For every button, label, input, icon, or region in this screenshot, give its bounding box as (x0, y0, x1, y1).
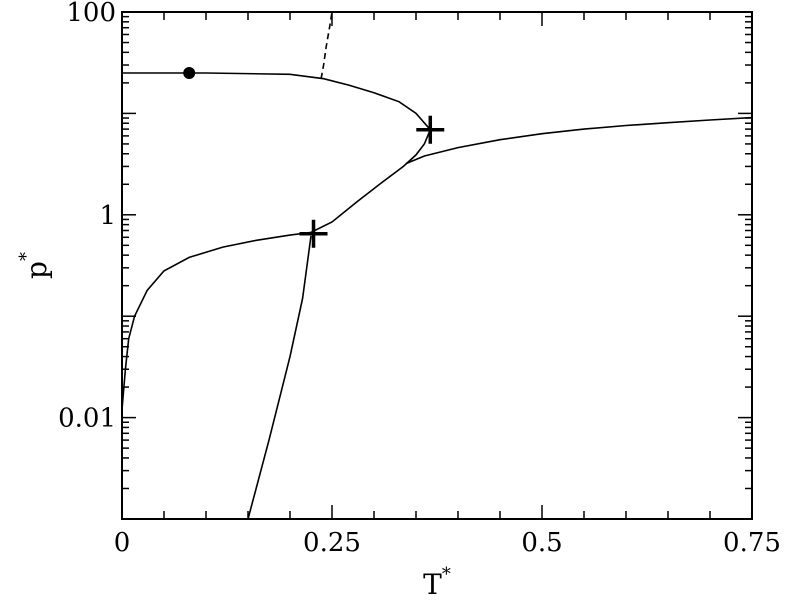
series-line-3 (247, 235, 312, 520)
series-line-5 (320, 11, 333, 79)
marker-layer (183, 67, 445, 248)
y-tick-label: 100 (66, 0, 116, 28)
y-axis-label-sup: * (16, 252, 37, 261)
y-tick-label: 0.01 (58, 404, 116, 434)
y-tick-labels: 0.01 1 100 (58, 0, 116, 434)
critical-point-marker (183, 67, 196, 80)
x-tick-label: 0 (114, 528, 131, 558)
x-tick-label: 0.75 (723, 528, 781, 558)
triple-point-marker-1 (416, 115, 445, 144)
x-axis-label-sup: * (442, 564, 451, 585)
x-tick-label: 0.5 (521, 528, 562, 558)
series-layer (121, 11, 753, 520)
series-line-4 (405, 116, 753, 165)
triple-point-marker-2 (299, 219, 328, 248)
plot-frame (121, 11, 753, 520)
tick-layer (121, 11, 753, 520)
series-line-1 (121, 129, 432, 410)
series-line-2 (122, 72, 431, 131)
x-tick-label: 0.25 (303, 528, 361, 558)
x-axis-label-text: T (423, 568, 442, 601)
y-tick-label: 1 (99, 201, 116, 231)
y-axis-label-text: p (20, 261, 53, 279)
x-axis-label: T* (423, 564, 451, 601)
y-axis-label: p* (16, 252, 53, 279)
x-tick-labels: 0 0.25 0.5 0.75 (114, 528, 781, 558)
